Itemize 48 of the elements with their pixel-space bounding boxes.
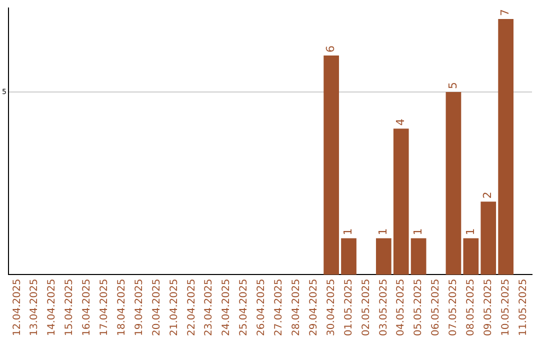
x-tick-label: 11.05.2025 [518, 278, 529, 336]
bar [498, 18, 514, 275]
x-tick-label: 17.04.2025 [99, 278, 110, 336]
x-tick-label: 05.05.2025 [413, 278, 424, 336]
bar [480, 202, 496, 275]
x-tick-label: 25.04.2025 [238, 278, 250, 336]
x-tick-label: 10.05.2025 [500, 278, 512, 336]
data-label: 1 [342, 228, 355, 236]
x-tick-label: 09.05.2025 [482, 278, 494, 336]
x-tick-label: 06.05.2025 [430, 278, 442, 336]
bar [341, 238, 356, 275]
bar [446, 92, 462, 275]
data-label: 7 [498, 8, 512, 16]
data-label: 5 [446, 82, 460, 90]
x-tick-label: 27.04.2025 [274, 278, 285, 336]
x-tick-label: 22.04.2025 [186, 278, 198, 336]
x-tick-label: 26.04.2025 [256, 278, 268, 336]
bar [463, 238, 479, 275]
x-tick-label: 24.04.2025 [221, 278, 232, 336]
x-tick-label: 02.05.2025 [360, 278, 372, 336]
data-label: 1 [464, 228, 477, 236]
x-tick-label: 15.04.2025 [64, 278, 76, 336]
bar [324, 56, 339, 275]
data-label: 6 [324, 46, 338, 52]
bar [393, 128, 409, 275]
x-tick-label: 01.05.2025 [343, 278, 354, 336]
data-label: 1 [411, 228, 424, 236]
x-tick-label: 30.04.2025 [326, 278, 337, 336]
x-tick-label: 04.05.2025 [396, 278, 407, 336]
data-label: 1 [376, 228, 390, 236]
x-tick-label: 08.05.2025 [466, 278, 477, 336]
x-tick-label: 18.04.2025 [116, 278, 128, 336]
bar [410, 238, 426, 275]
x-tick-label: 20.04.2025 [151, 278, 162, 336]
data-label: 4 [394, 118, 407, 126]
x-tick-label: 14.04.2025 [46, 278, 58, 336]
x-tick-label: 03.05.2025 [378, 278, 390, 336]
x-tick-label: 28.04.2025 [291, 278, 302, 336]
x-tick-label: 13.04.2025 [29, 278, 40, 336]
x-tick-label: 07.05.2025 [448, 278, 460, 336]
x-tick-label: 23.04.2025 [204, 278, 215, 336]
x-tick-label: 12.04.2025 [12, 278, 23, 336]
x-tick-label: 29.04.2025 [308, 278, 320, 336]
x-tick-label: 21.04.2025 [168, 278, 180, 336]
bar [376, 238, 392, 275]
data-label: 2 [481, 192, 494, 199]
x-tick-label: 19.04.2025 [134, 278, 145, 336]
x-tick-label: 16.04.2025 [82, 278, 93, 336]
